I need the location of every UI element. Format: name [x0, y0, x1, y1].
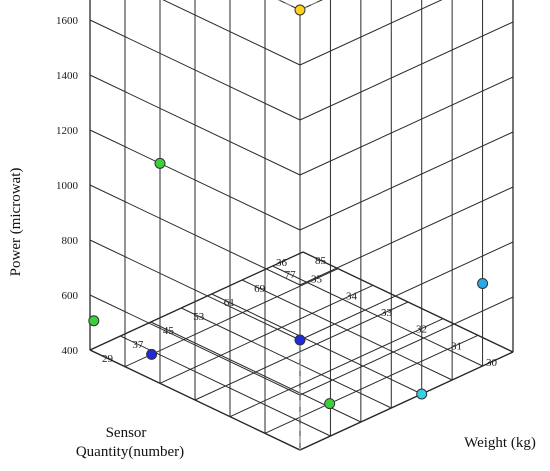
frame-edge	[299, 351, 514, 451]
grid-line	[299, 186, 514, 286]
y-axis-label: Weight (kg)	[464, 435, 536, 451]
scatter-point	[88, 315, 100, 327]
grid-line	[211, 293, 422, 395]
scatter-point	[477, 278, 489, 289]
grid-line	[299, 0, 443, 66]
z-tick-label: 600	[62, 290, 79, 302]
grid-line	[89, 239, 301, 341]
x-tick-label: 32	[416, 324, 427, 336]
frame-edge	[302, 251, 514, 353]
grid-line	[89, 129, 301, 231]
x-tick-label: 36	[276, 257, 288, 269]
y-tick-label: 45	[163, 325, 175, 337]
y-tick-label: 53	[193, 311, 205, 323]
frame-edge	[89, 349, 301, 451]
z-tick-label: 1200	[56, 125, 79, 137]
y-tick-label: 69	[254, 283, 266, 295]
frame-edge	[89, 251, 304, 351]
scatter-point	[416, 388, 428, 400]
grid-line	[159, 284, 374, 384]
x-tick-label: 34	[346, 290, 358, 302]
z-tick-label: 1600	[56, 15, 79, 27]
grid-line	[241, 279, 453, 381]
grid-line	[299, 296, 514, 396]
grid-line	[299, 241, 514, 341]
scatter-point	[294, 334, 306, 346]
y-tick-label: 29	[102, 353, 114, 365]
grid-line	[89, 74, 301, 176]
grid-line	[89, 184, 301, 286]
y-tick-label: 85	[315, 255, 327, 267]
x-tick-label: 31	[451, 340, 462, 352]
grid-line	[181, 307, 392, 409]
x-axis-label-line2: Quantity(number)	[76, 444, 184, 460]
projection-line	[299, 0, 324, 11]
tick-labels: 4006008001000120014001600180020003031323…	[56, 15, 498, 369]
grid-line	[299, 131, 514, 231]
x-tick-label: 30	[486, 357, 498, 369]
z-tick-label: 400	[62, 345, 79, 357]
grid-line	[299, 76, 514, 176]
y-tick-label: 37	[132, 339, 144, 351]
x-axis-label-line1: Sensor	[106, 425, 147, 441]
scatter-point	[294, 4, 306, 16]
z-axis-label: Power (microwat)	[8, 168, 24, 277]
grid-line	[89, 294, 301, 396]
grid-line	[194, 301, 409, 401]
x-tick-label: 35	[311, 274, 323, 286]
z-tick-label: 1000	[56, 180, 79, 192]
scatter-point	[154, 157, 166, 169]
scatter-point	[324, 398, 336, 410]
grid-line	[229, 318, 444, 418]
y-tick-label: 77	[285, 269, 297, 281]
grid-line	[299, 0, 323, 11]
grid-line	[299, 21, 514, 121]
y-tick-label: 61	[224, 297, 235, 309]
x-tick-label: 33	[381, 307, 393, 319]
projection-dashes	[277, 0, 324, 450]
grid-lines	[89, 0, 514, 451]
grid-line	[272, 265, 483, 367]
grid-line	[89, 19, 301, 121]
z-tick-label: 1400	[56, 70, 79, 82]
grid-line	[264, 334, 479, 434]
z-tick-label: 800	[62, 235, 79, 247]
scatter-point	[146, 348, 158, 360]
grid-line	[124, 268, 339, 368]
data-points	[88, 4, 489, 410]
grid-line	[162, 0, 301, 66]
